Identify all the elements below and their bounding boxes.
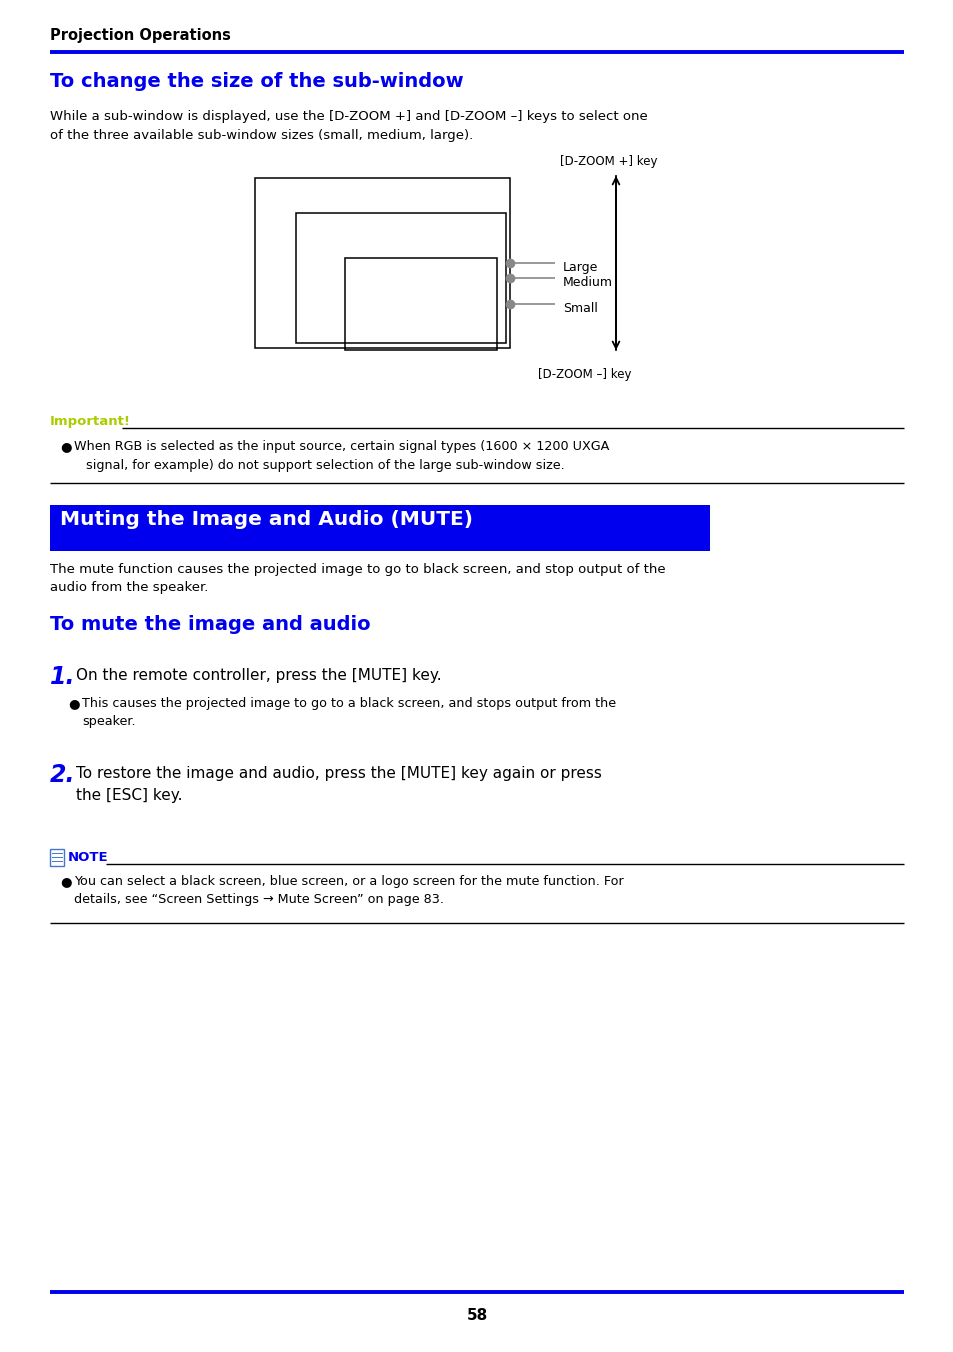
Text: This causes the projected image to go to a black screen, and stops output from t: This causes the projected image to go to…	[82, 698, 616, 729]
Text: 1.: 1.	[50, 665, 75, 690]
Bar	[50, 849, 64, 867]
Text: Muting the Image and Audio (MUTE): Muting the Image and Audio (MUTE)	[60, 510, 473, 529]
Text: Medium: Medium	[562, 277, 613, 289]
Text: Important!: Important!	[50, 415, 131, 429]
Text: When RGB is selected as the input source, certain signal types (1600 × 1200 UXGA: When RGB is selected as the input source…	[74, 439, 609, 453]
Text: 58: 58	[466, 1307, 487, 1324]
Text: You can select a black screen, blue screen, or a logo screen for the mute functi: You can select a black screen, blue scre…	[74, 875, 623, 906]
Text: Projection Operations: Projection Operations	[50, 28, 231, 43]
Text: ●: ●	[68, 698, 79, 710]
Text: The mute function causes the projected image to go to black screen, and stop out: The mute function causes the projected i…	[50, 562, 665, 595]
Text: To mute the image and audio: To mute the image and audio	[50, 615, 370, 634]
Bar	[345, 258, 497, 350]
Bar	[295, 214, 505, 343]
Text: Small: Small	[562, 303, 598, 315]
Text: Large: Large	[562, 261, 598, 274]
Bar	[50, 506, 709, 552]
Text: signal, for example) do not support selection of the large sub-window size.: signal, for example) do not support sele…	[86, 458, 564, 472]
Text: ●: ●	[60, 439, 71, 453]
Text: NOTE: NOTE	[68, 850, 109, 864]
Text: [D-ZOOM +] key: [D-ZOOM +] key	[559, 155, 657, 168]
Text: To change the size of the sub-window: To change the size of the sub-window	[50, 72, 463, 91]
Text: [D-ZOOM –] key: [D-ZOOM –] key	[537, 368, 631, 381]
Text: While a sub-window is displayed, use the [D-ZOOM +] and [D-ZOOM –] keys to selec: While a sub-window is displayed, use the…	[50, 110, 647, 142]
Bar	[254, 178, 510, 347]
Text: To restore the image and audio, press the [MUTE] key again or press
the [ESC] ke: To restore the image and audio, press th…	[76, 767, 601, 803]
Text: ●: ●	[60, 875, 71, 888]
Text: On the remote controller, press the [MUTE] key.: On the remote controller, press the [MUT…	[76, 668, 441, 683]
Text: 2.: 2.	[50, 763, 75, 787]
